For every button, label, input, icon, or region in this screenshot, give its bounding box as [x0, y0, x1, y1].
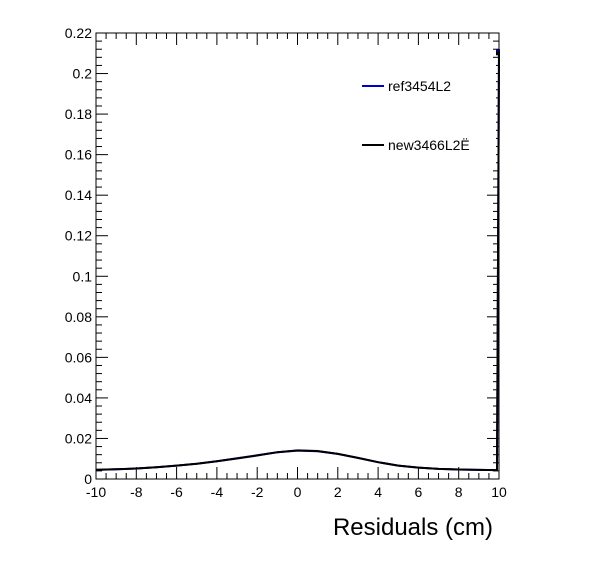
- y-tick-label: 0.22: [65, 25, 92, 41]
- x-tick-label: -4: [211, 484, 224, 500]
- x-tick-label: -8: [130, 484, 143, 500]
- y-tick-label: 0.02: [65, 430, 92, 446]
- axes-layer: -10 -8 -6 -4 -2 0 2 4 6 8 10 0 0.02 0.04 0.06 0.08 0.1 0.…: [65, 25, 507, 500]
- y-tick-label: 0.18: [65, 106, 92, 122]
- x-tick-label: 6: [415, 484, 423, 500]
- y-tick-label: 0.16: [65, 147, 92, 163]
- series-point-1: [496, 49, 500, 54]
- y-tick-label: 0.08: [65, 309, 92, 325]
- x-tick-label: -6: [170, 484, 183, 500]
- x-tick-label: -2: [251, 484, 264, 500]
- x-tick-label: 8: [455, 484, 463, 500]
- legend-label-2: new3466L2Ë: [388, 137, 470, 153]
- y-tick-label: 0: [84, 471, 92, 487]
- legend-box: [358, 58, 496, 168]
- series-point-2: [496, 51, 500, 56]
- legend-label-1: ref3454L2: [388, 78, 451, 94]
- x-tick-label: -10: [86, 484, 106, 500]
- x-axis-title: Residuals (cm): [333, 514, 493, 541]
- y-tick-label: 0.14: [65, 187, 92, 203]
- y-tick-label: 0.04: [65, 390, 92, 406]
- series-layer: [95, 49, 500, 472]
- x-tick-label: 2: [334, 484, 342, 500]
- x-tick-label: 10: [491, 484, 507, 500]
- y-tick-label: 0.12: [65, 228, 92, 244]
- y-tick-label: 0.06: [65, 349, 92, 365]
- y-tick-label: 0.2: [73, 66, 93, 82]
- series-line-2: [95, 53, 500, 472]
- legend: ref3454L2 new3466L2Ë: [358, 58, 496, 168]
- x-tick-label: 0: [294, 484, 302, 500]
- x-tick-label: 4: [374, 484, 382, 500]
- y-tick-label: 0.1: [73, 268, 93, 284]
